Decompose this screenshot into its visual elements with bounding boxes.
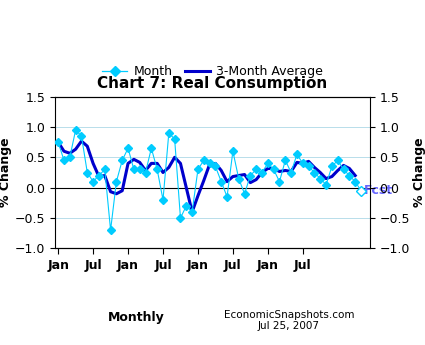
Y-axis label: % Change: % Change	[413, 138, 425, 207]
Text: Fcst: Fcst	[364, 184, 393, 197]
Title: Chart 7: Real Consumption: Chart 7: Real Consumption	[97, 76, 328, 91]
Y-axis label: % Change: % Change	[0, 138, 12, 207]
Legend: Month, 3-Month Average: Month, 3-Month Average	[97, 60, 328, 83]
Text: EconomicSnapshots.com
Jul 25, 2007: EconomicSnapshots.com Jul 25, 2007	[224, 309, 354, 331]
Text: Monthly: Monthly	[108, 311, 164, 324]
